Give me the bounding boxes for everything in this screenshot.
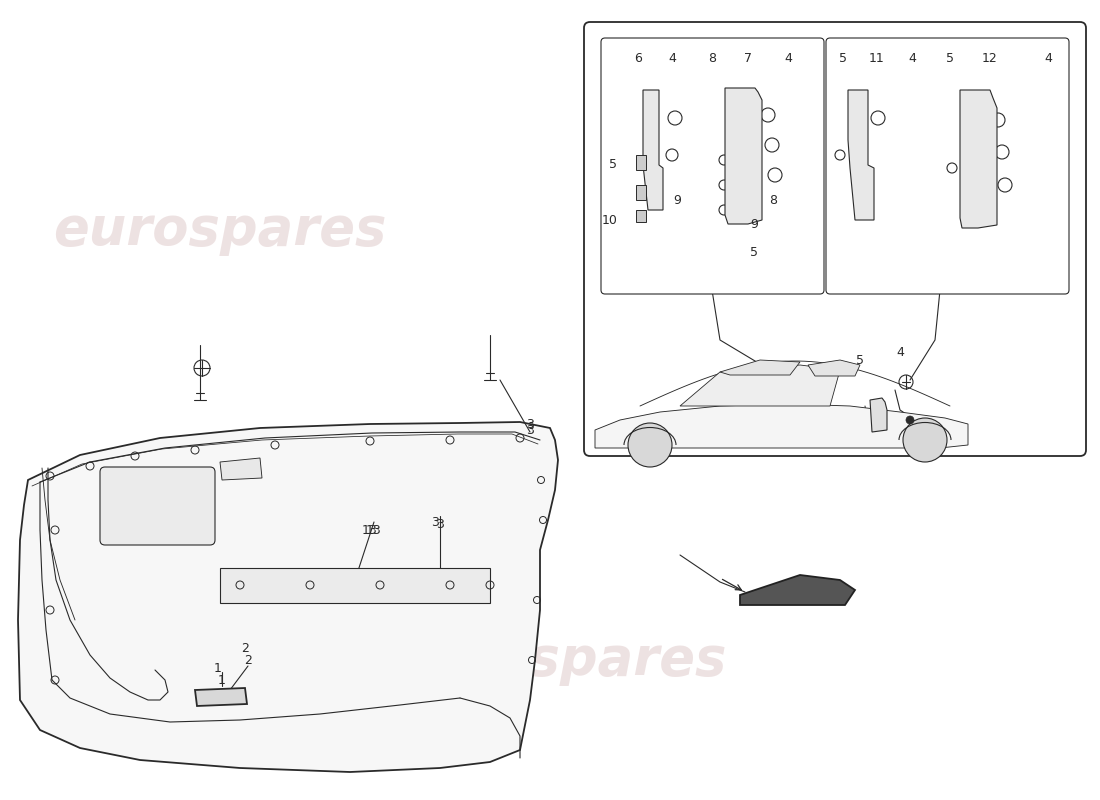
Text: 13: 13: [362, 523, 378, 537]
Bar: [220, 568, 490, 603]
Text: 8: 8: [708, 51, 716, 65]
Text: 2: 2: [241, 642, 249, 654]
Polygon shape: [220, 458, 262, 480]
Circle shape: [906, 416, 914, 424]
Circle shape: [628, 423, 672, 467]
Polygon shape: [595, 404, 968, 448]
Polygon shape: [740, 575, 855, 605]
Bar: [636, 210, 646, 222]
Polygon shape: [720, 360, 800, 375]
FancyBboxPatch shape: [826, 38, 1069, 294]
Text: 5: 5: [609, 158, 617, 171]
Text: 7: 7: [744, 51, 752, 65]
Text: 5: 5: [856, 354, 864, 366]
Text: 11: 11: [869, 51, 884, 65]
Text: 5: 5: [750, 246, 758, 259]
Text: 3: 3: [526, 418, 534, 431]
Polygon shape: [870, 398, 887, 432]
Polygon shape: [960, 90, 997, 228]
Text: 4: 4: [668, 51, 675, 65]
Text: 1: 1: [218, 674, 226, 686]
Bar: [636, 155, 646, 170]
Text: 6: 6: [634, 51, 642, 65]
Polygon shape: [680, 365, 840, 406]
Polygon shape: [808, 360, 860, 376]
Polygon shape: [644, 90, 663, 210]
Text: 10: 10: [602, 214, 618, 226]
Text: 3: 3: [526, 423, 534, 437]
Text: 9: 9: [750, 218, 758, 231]
Polygon shape: [725, 88, 762, 224]
Text: 13: 13: [366, 523, 382, 537]
Bar: [636, 185, 646, 200]
Polygon shape: [195, 688, 248, 706]
Text: 4: 4: [909, 51, 916, 65]
Text: 4: 4: [784, 51, 792, 65]
FancyBboxPatch shape: [584, 22, 1086, 456]
FancyBboxPatch shape: [601, 38, 824, 294]
Text: 8: 8: [769, 194, 777, 206]
Text: 2: 2: [244, 654, 252, 666]
Text: 12: 12: [982, 51, 998, 65]
Text: 3: 3: [436, 518, 444, 530]
FancyBboxPatch shape: [100, 467, 214, 545]
Text: eurospares: eurospares: [394, 634, 727, 686]
Text: 9: 9: [673, 194, 681, 206]
Text: 1: 1: [214, 662, 222, 674]
Text: 4: 4: [896, 346, 904, 358]
Text: 5: 5: [839, 51, 847, 65]
Polygon shape: [18, 422, 558, 772]
Text: eurospares: eurospares: [53, 204, 387, 256]
Polygon shape: [848, 90, 874, 220]
Text: 4: 4: [1044, 51, 1052, 65]
Text: 3: 3: [431, 517, 439, 530]
Text: 5: 5: [946, 51, 954, 65]
Circle shape: [903, 418, 947, 462]
